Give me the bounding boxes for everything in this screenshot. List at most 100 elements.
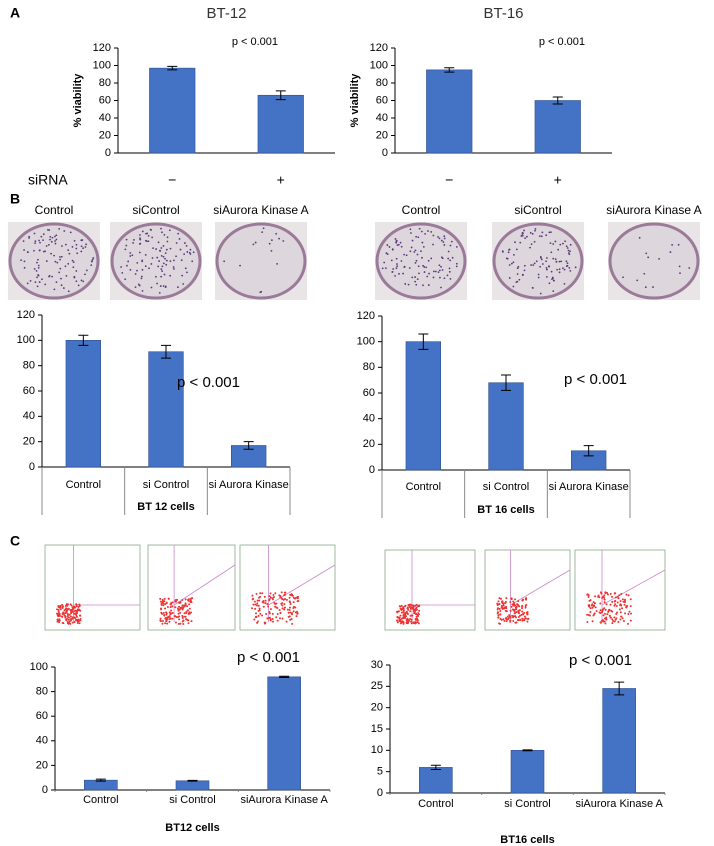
event bbox=[505, 610, 508, 613]
colony bbox=[39, 241, 41, 244]
flow-frame bbox=[239, 544, 336, 631]
colony bbox=[160, 268, 163, 271]
y-tick-label: 100 bbox=[357, 336, 375, 348]
event bbox=[622, 600, 625, 603]
event bbox=[410, 622, 413, 625]
event bbox=[251, 594, 254, 597]
colony bbox=[399, 241, 402, 244]
colony bbox=[416, 278, 419, 281]
x-axis-label: BT16 cells bbox=[500, 834, 554, 846]
colony bbox=[548, 231, 551, 234]
colony bbox=[515, 248, 518, 251]
colony bbox=[20, 259, 23, 262]
colony bbox=[189, 248, 192, 251]
colony bbox=[533, 240, 536, 243]
colony bbox=[158, 260, 161, 262]
colony bbox=[55, 281, 58, 283]
colony bbox=[636, 279, 639, 282]
event bbox=[69, 622, 72, 625]
flow-frame bbox=[574, 549, 666, 631]
y-tick-label: 20 bbox=[363, 438, 375, 450]
event bbox=[177, 612, 180, 615]
event bbox=[171, 601, 174, 604]
event bbox=[521, 599, 524, 602]
colony bbox=[430, 257, 433, 260]
event bbox=[600, 592, 603, 595]
event bbox=[415, 613, 418, 616]
event bbox=[290, 594, 293, 597]
colony bbox=[252, 243, 255, 246]
colony bbox=[448, 267, 451, 270]
colony bbox=[420, 250, 422, 253]
colony bbox=[569, 243, 572, 246]
colony bbox=[72, 261, 75, 263]
event bbox=[62, 605, 65, 608]
colony bbox=[53, 288, 56, 291]
event bbox=[415, 618, 418, 621]
colony bbox=[414, 249, 417, 252]
colony bbox=[403, 253, 406, 256]
plate-label: Control bbox=[35, 203, 74, 217]
event bbox=[622, 619, 625, 622]
event bbox=[504, 606, 507, 609]
y-tick-label: 120 bbox=[93, 42, 111, 54]
event bbox=[291, 594, 294, 597]
colony bbox=[44, 250, 46, 253]
event bbox=[169, 612, 172, 615]
event bbox=[502, 604, 505, 607]
colony bbox=[440, 239, 443, 242]
event bbox=[598, 596, 601, 599]
event bbox=[281, 607, 284, 610]
event bbox=[587, 614, 590, 617]
y-tick-label: 60 bbox=[99, 94, 111, 106]
colony bbox=[447, 257, 450, 260]
colony bbox=[438, 264, 441, 267]
event bbox=[396, 621, 399, 624]
event bbox=[161, 598, 164, 601]
event bbox=[509, 600, 512, 603]
event bbox=[527, 617, 530, 620]
event bbox=[496, 602, 499, 605]
event bbox=[251, 607, 254, 610]
event bbox=[67, 622, 70, 625]
y-tick-label: 40 bbox=[23, 410, 35, 422]
colony bbox=[394, 275, 396, 277]
event bbox=[266, 603, 269, 606]
colony bbox=[159, 285, 162, 287]
colony bbox=[162, 262, 165, 265]
colony bbox=[134, 273, 137, 275]
event bbox=[275, 616, 278, 619]
event bbox=[512, 620, 515, 623]
event bbox=[272, 596, 275, 599]
event bbox=[616, 611, 619, 614]
event bbox=[526, 612, 529, 615]
colony bbox=[395, 240, 398, 243]
colony bbox=[647, 256, 650, 259]
event bbox=[166, 618, 169, 621]
y-tick-label: 60 bbox=[376, 94, 388, 106]
event bbox=[169, 606, 172, 609]
colony bbox=[537, 276, 540, 279]
colony bbox=[91, 258, 94, 261]
colony bbox=[443, 235, 446, 238]
event bbox=[603, 607, 606, 610]
colony bbox=[68, 252, 71, 255]
colony bbox=[147, 234, 150, 237]
colony bbox=[560, 260, 563, 263]
colony bbox=[38, 249, 41, 252]
event bbox=[186, 618, 189, 621]
annotation: p < 0.001 bbox=[177, 374, 240, 391]
colony bbox=[407, 283, 410, 286]
event bbox=[268, 595, 271, 598]
event bbox=[602, 614, 605, 617]
colony bbox=[414, 261, 417, 264]
colony bbox=[145, 232, 147, 235]
error-bar bbox=[430, 764, 441, 771]
colony bbox=[552, 257, 555, 260]
event bbox=[617, 597, 620, 600]
event bbox=[500, 597, 503, 600]
event bbox=[611, 622, 614, 625]
colony bbox=[65, 274, 68, 277]
event bbox=[165, 602, 168, 605]
event bbox=[601, 608, 604, 611]
